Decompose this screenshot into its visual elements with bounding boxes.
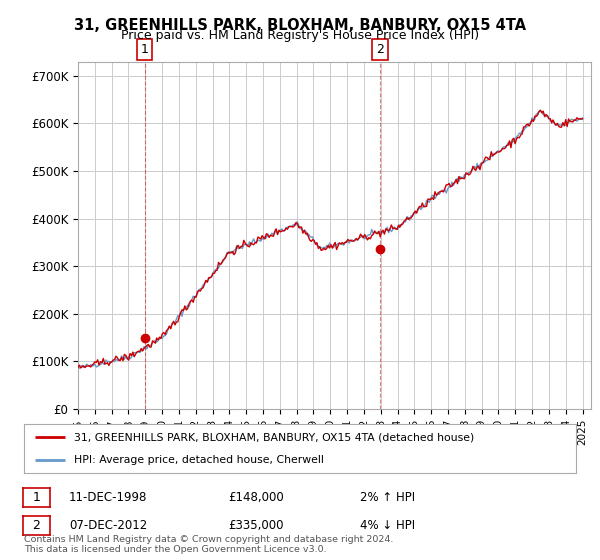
Text: £148,000: £148,000 — [228, 491, 284, 504]
Text: Price paid vs. HM Land Registry's House Price Index (HPI): Price paid vs. HM Land Registry's House … — [121, 29, 479, 42]
Text: 2: 2 — [376, 43, 384, 56]
Text: 1: 1 — [140, 43, 149, 56]
Text: Contains HM Land Registry data © Crown copyright and database right 2024.
This d: Contains HM Land Registry data © Crown c… — [24, 535, 394, 554]
Text: 1: 1 — [32, 491, 40, 504]
Text: 07-DEC-2012: 07-DEC-2012 — [69, 519, 147, 532]
Text: 2% ↑ HPI: 2% ↑ HPI — [360, 491, 415, 504]
Text: 4% ↓ HPI: 4% ↓ HPI — [360, 519, 415, 532]
Text: 31, GREENHILLS PARK, BLOXHAM, BANBURY, OX15 4TA (detached house): 31, GREENHILLS PARK, BLOXHAM, BANBURY, O… — [74, 432, 474, 442]
Text: 2: 2 — [32, 519, 40, 532]
Text: 11-DEC-1998: 11-DEC-1998 — [69, 491, 148, 504]
Text: HPI: Average price, detached house, Cherwell: HPI: Average price, detached house, Cher… — [74, 455, 323, 465]
Text: £335,000: £335,000 — [228, 519, 284, 532]
Text: 31, GREENHILLS PARK, BLOXHAM, BANBURY, OX15 4TA: 31, GREENHILLS PARK, BLOXHAM, BANBURY, O… — [74, 18, 526, 33]
